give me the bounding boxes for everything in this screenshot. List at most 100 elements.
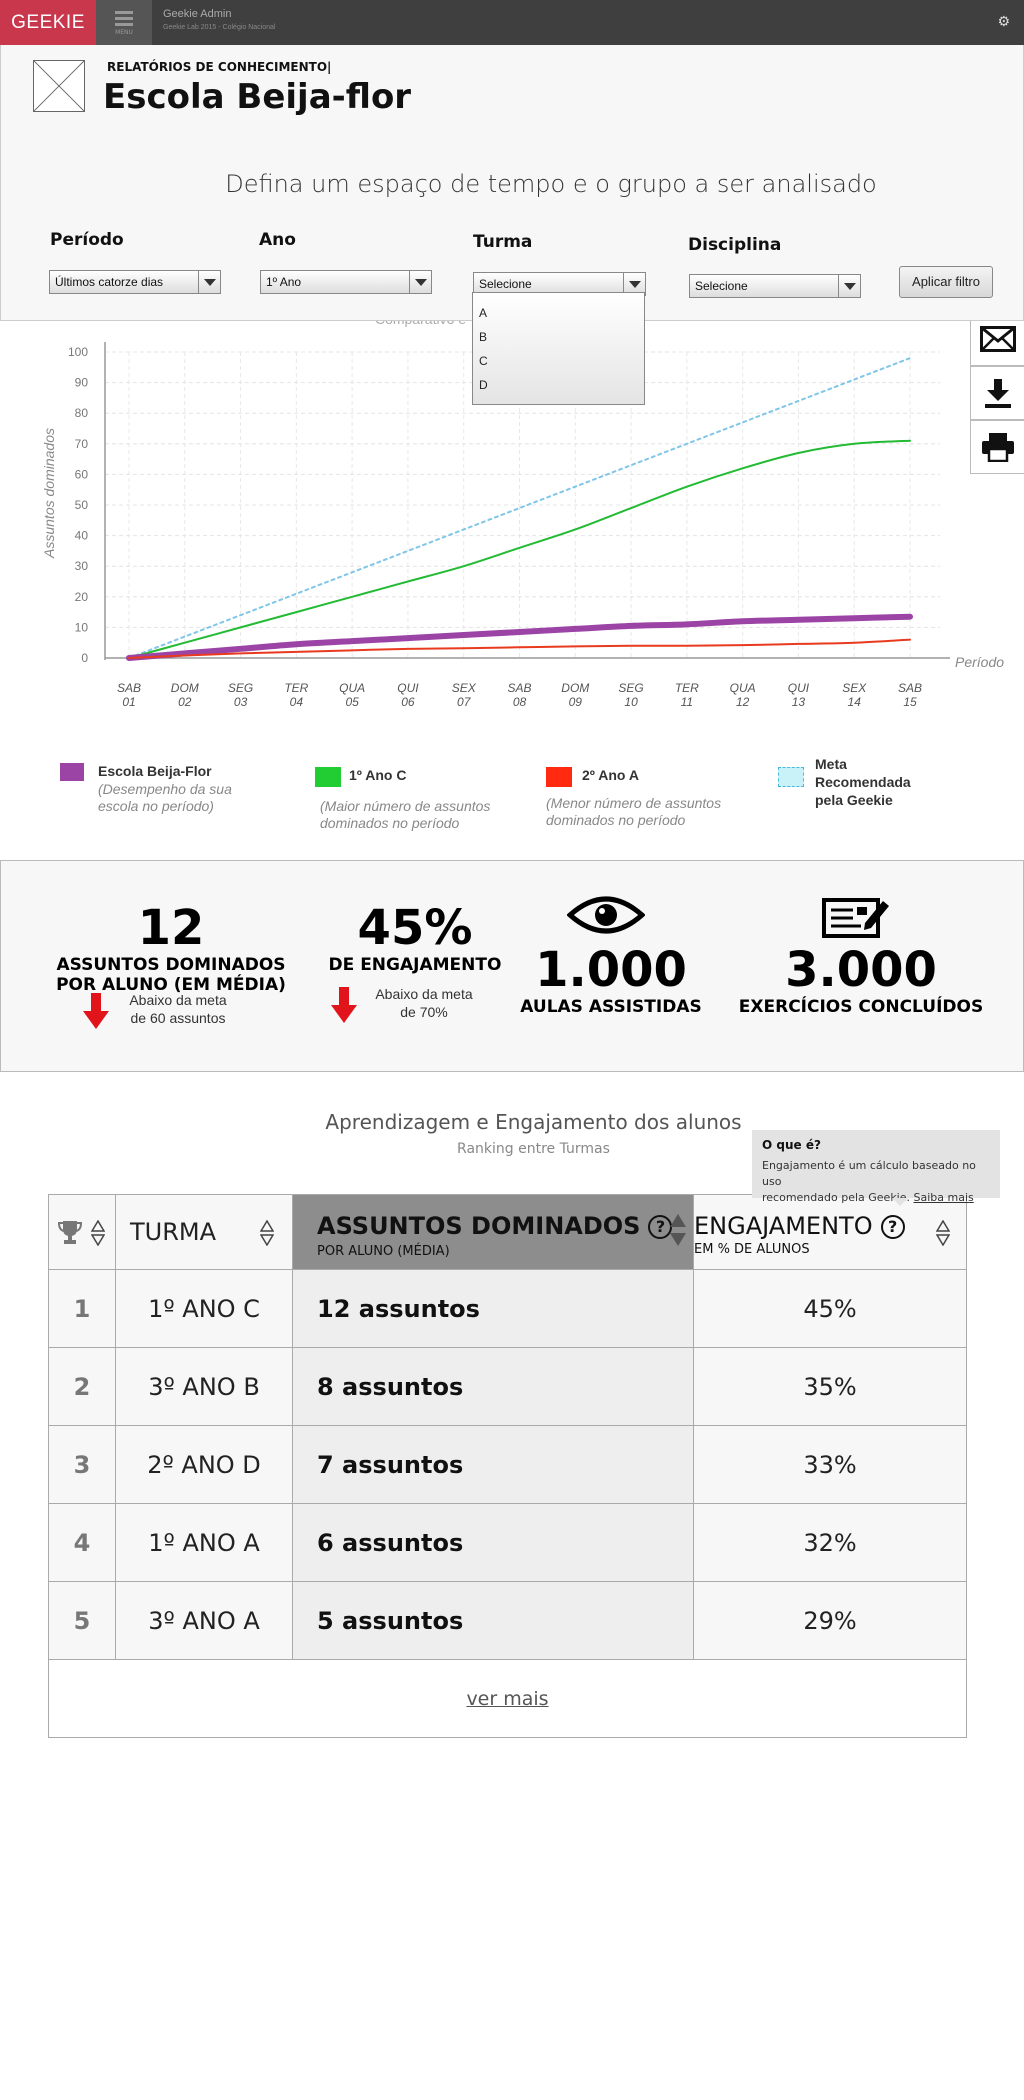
turma-option-b[interactable]: B [479,330,488,344]
menu-label: MENU [115,29,133,36]
series-line-0 [128,357,911,659]
ver-mais-row: ver mais [48,1659,967,1738]
tooltip-body: Engajamento é um cálculo baseado no uso … [762,1158,990,1206]
sort-icon[interactable] [260,1220,274,1246]
side-actions [970,312,1024,474]
row-position: 2 [48,1347,116,1426]
mail-icon [980,326,1016,352]
engagement-tooltip: O que é? Engajamento é um cálculo basead… [752,1130,1000,1206]
app-title: Geekie Admin [163,8,232,20]
row-position: 4 [48,1503,116,1582]
x-tick-num: 10 [624,695,638,709]
table-row: 2 3º ANO B 8 assuntos 35% [48,1347,967,1426]
x-tick-num: 05 [345,695,359,709]
help-icon[interactable]: ? [880,1214,905,1239]
kpi-engajamento-note-1: Abaixo da meta [375,986,473,1002]
arrow-down-icon [83,993,109,1029]
download-button[interactable] [970,366,1024,420]
periodo-label: Período [50,230,124,250]
kpi-exercicios-value: 3.000 [785,942,937,998]
ano-label: Ano [259,230,296,250]
y-tick-label: 80 [75,406,89,420]
x-tick-day: SAB [898,681,922,695]
assuntos-header[interactable]: ASSUNTOS DOMINADOS? POR ALUNO (MÉDIA) [292,1194,694,1270]
ranking-title: Aprendizagem e Engajamento dos alunos [325,1110,742,1134]
email-button[interactable] [970,312,1024,366]
legend-name-escola: Escola Beija-Flor [98,763,212,779]
apply-filter-button[interactable]: Aplicar filtro [899,266,993,298]
series-line-2 [126,613,913,661]
position-header[interactable] [48,1194,116,1270]
turma-header-label: TURMA [130,1218,217,1246]
legend-swatch-escola [60,763,84,781]
ano-select[interactable]: 1º Ano [260,270,432,294]
turma-header[interactable]: TURMA [115,1194,293,1270]
y-tick-label: 40 [75,529,89,543]
table-row: 1 1º ANO C 12 assuntos 45% [48,1269,967,1348]
school-name: Escola Beija-flor [103,77,412,117]
chevron-down-icon [198,271,220,293]
row-position: 5 [48,1581,116,1660]
row-turma: 3º ANO A [115,1581,293,1660]
disciplina-select[interactable]: Selecione [689,274,861,298]
report-label: RELATÓRIOS DE CONHECIMENTO| [107,60,332,74]
print-button[interactable] [970,420,1024,474]
disciplina-label: Disciplina [688,235,782,255]
kpi-assuntos-value: 12 [137,900,205,956]
x-tick-num: 14 [848,695,862,709]
arrow-down-icon [331,987,357,1023]
x-tick-num: 08 [513,695,527,709]
turma-option-d[interactable]: D [479,378,488,392]
sort-icon[interactable] [669,1213,687,1247]
y-tick-label: 30 [75,559,89,573]
ranking-header-row: TURMA ASSUNTOS DOMINADOS? POR ALUNO (MÉD… [48,1194,967,1270]
x-tick-day: DOM [171,681,199,695]
periodo-select[interactable]: Últimos catorze dias [49,270,221,294]
kpi-assuntos-label-1: ASSUNTOS DOMINADOS [56,955,286,975]
kpi-assuntos-note-2: de 60 assuntos [130,1010,226,1026]
turma-option-c[interactable]: C [479,354,488,368]
table-row: 3 2º ANO D 7 assuntos 33% [48,1425,967,1504]
legend-2-ano-a: 2º Ano A (Menor número de assuntos domin… [546,767,766,837]
menu-button[interactable]: MENU [96,0,152,45]
engajamento-header[interactable]: ENGAJAMENTO? EM % DE ALUNOS [693,1194,967,1270]
x-tick-day: QUA [339,681,365,695]
x-tick-day: SEX [842,681,867,695]
kpi-exercicios: 3.000 EXERCÍCIOS CONCLUÍDOS [731,943,991,1017]
sort-icon[interactable] [936,1220,950,1246]
row-assuntos: 8 assuntos [292,1347,694,1426]
turma-value: Selecione [479,277,532,291]
ranking-table: TURMA ASSUNTOS DOMINADOS? POR ALUNO (MÉD… [48,1194,967,1738]
kpi-engajamento-note-2: de 70% [400,1004,448,1020]
chevron-down-icon [623,273,645,295]
geekie-logo[interactable]: GEEKIE [0,0,96,45]
exercise-icon [822,898,889,938]
x-tick-day: SEG [618,681,643,695]
row-engajamento: 32% [693,1503,967,1582]
x-tick-day: TER [675,681,699,695]
row-assuntos: 5 assuntos [292,1581,694,1660]
gear-icon[interactable]: ⚙ [997,14,1010,30]
ver-mais-link[interactable]: ver mais [48,1659,967,1738]
y-tick-label: 20 [75,590,89,604]
kpi-exercicios-label: EXERCÍCIOS CONCLUÍDOS [738,997,984,1017]
turma-option-a[interactable]: A [479,306,488,320]
row-engajamento: 33% [693,1425,967,1504]
legend-desc-1-ano-c-2: dominados no período [320,815,460,831]
periodo-value: Últimos catorze dias [55,275,164,289]
kpi-assuntos-label-2: POR ALUNO (EM MÉDIA) [56,975,286,995]
row-engajamento: 45% [693,1269,967,1348]
tooltip-heading: O que é? [762,1138,821,1152]
legend-name-meta-1: Meta [815,756,847,772]
filter-panel: RELATÓRIOS DE CONHECIMENTO| Escola Beija… [0,45,1024,321]
tooltip-body-2: recomendado pela Geekie. [762,1191,911,1204]
x-tick-num: 04 [290,695,304,709]
x-tick-num: 15 [903,695,917,709]
engajamento-header-label: ENGAJAMENTO [694,1211,873,1240]
x-tick-num: 12 [736,695,750,709]
legend-name-meta-3: pela Geekie [815,792,893,808]
sort-icon[interactable] [91,1220,105,1246]
row-position: 3 [48,1425,116,1504]
kpi-assuntos-note-1: Abaixo da meta [129,992,227,1008]
tooltip-saiba-mais-link[interactable]: Saiba mais [913,1191,974,1204]
